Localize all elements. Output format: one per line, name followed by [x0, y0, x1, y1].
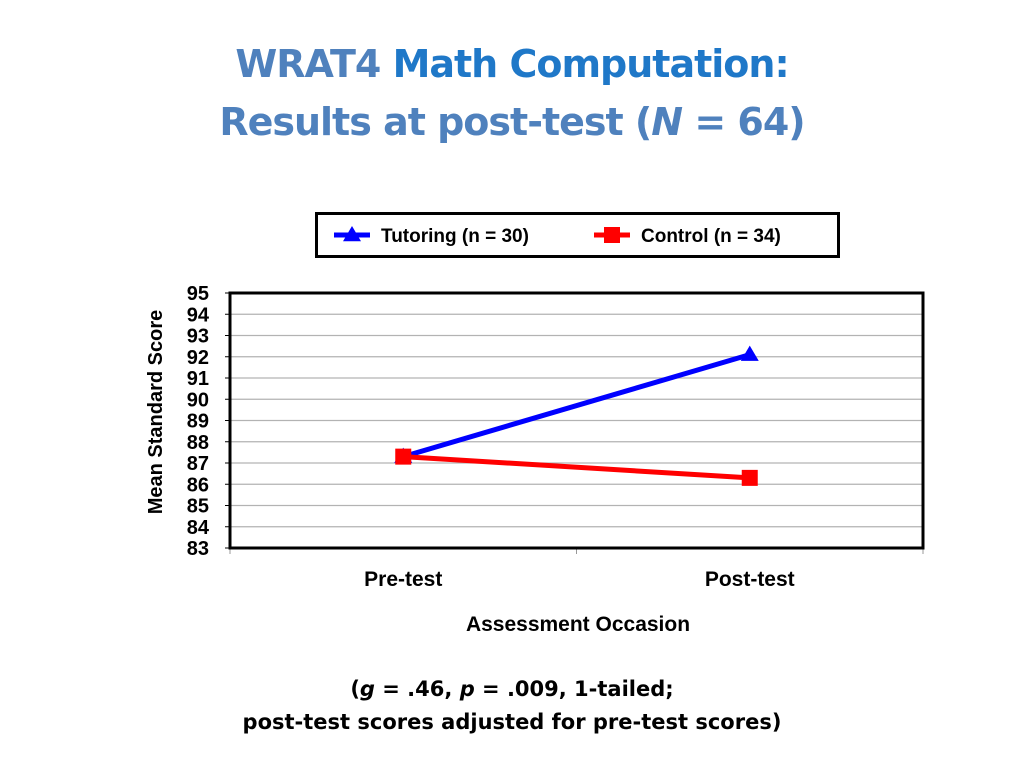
stats-note-line1: (g = .46, p = .009, 1-tailed;	[0, 677, 1024, 701]
legend: Tutoring (n = 30) Control (n = 34)	[315, 212, 840, 258]
note-g-text: = .46,	[374, 677, 460, 701]
title-prefix: WRAT4	[235, 42, 381, 86]
legend-label: Control (n = 34)	[641, 226, 781, 247]
stats-note-line2: post-test scores adjusted for pre-test s…	[242, 710, 782, 734]
data-point-square	[395, 448, 412, 465]
y-tick-label: 89	[187, 411, 209, 433]
y-tick-label: 85	[187, 496, 209, 518]
y-tick-label: 86	[187, 474, 209, 496]
y-tick-label: 90	[187, 389, 209, 411]
series-line-triangle	[402, 352, 751, 460]
title-line2-prefix: Results at post-test (	[219, 100, 652, 144]
note-p-symbol: p	[459, 677, 475, 701]
y-tick-label: 94	[187, 304, 210, 326]
series-layer	[394, 345, 759, 486]
series-line-square	[403, 454, 750, 481]
legend-frame	[315, 212, 840, 258]
data-point-square	[741, 469, 758, 486]
y-tick-label: 84	[187, 517, 210, 539]
title-main: Math Computation:	[392, 42, 790, 86]
y-tick-label: 83	[187, 538, 209, 560]
legend-label: Tutoring (n = 30)	[381, 226, 529, 247]
note-g-symbol: g	[359, 677, 375, 701]
y-tick-label: 87	[187, 453, 209, 475]
plot-area-border	[228, 291, 925, 550]
y-tick-label: 95	[187, 283, 209, 305]
x-axis-ticks: Pre-test Post-test	[229, 548, 924, 591]
y-axis-label: Mean Standard Score	[145, 310, 167, 515]
note-p-text: = .009, 1-tailed;	[474, 677, 674, 701]
legend-marker-triangle	[343, 226, 361, 242]
gridlines	[230, 313, 923, 528]
x-tick-label: Post-test	[705, 568, 795, 591]
x-tick-label: Pre-test	[364, 568, 442, 591]
data-point-triangle	[740, 345, 759, 361]
y-tick-label: 92	[187, 347, 209, 369]
y-tick-label: 88	[187, 432, 209, 454]
chart-title-line1: WRAT4 Math Computation:	[0, 42, 1024, 86]
y-tick-label: 93	[187, 326, 209, 348]
title-n-symbol: N	[651, 100, 683, 144]
y-tick-label: 91	[187, 368, 209, 390]
legend-marker-square	[604, 227, 620, 243]
chart-title-line2: Results at post-test (N = 64)	[0, 100, 1024, 144]
x-axis-label: Assessment Occasion	[466, 613, 690, 636]
note-open: (	[350, 677, 360, 701]
title-line2-suffix: = 64)	[682, 100, 805, 144]
